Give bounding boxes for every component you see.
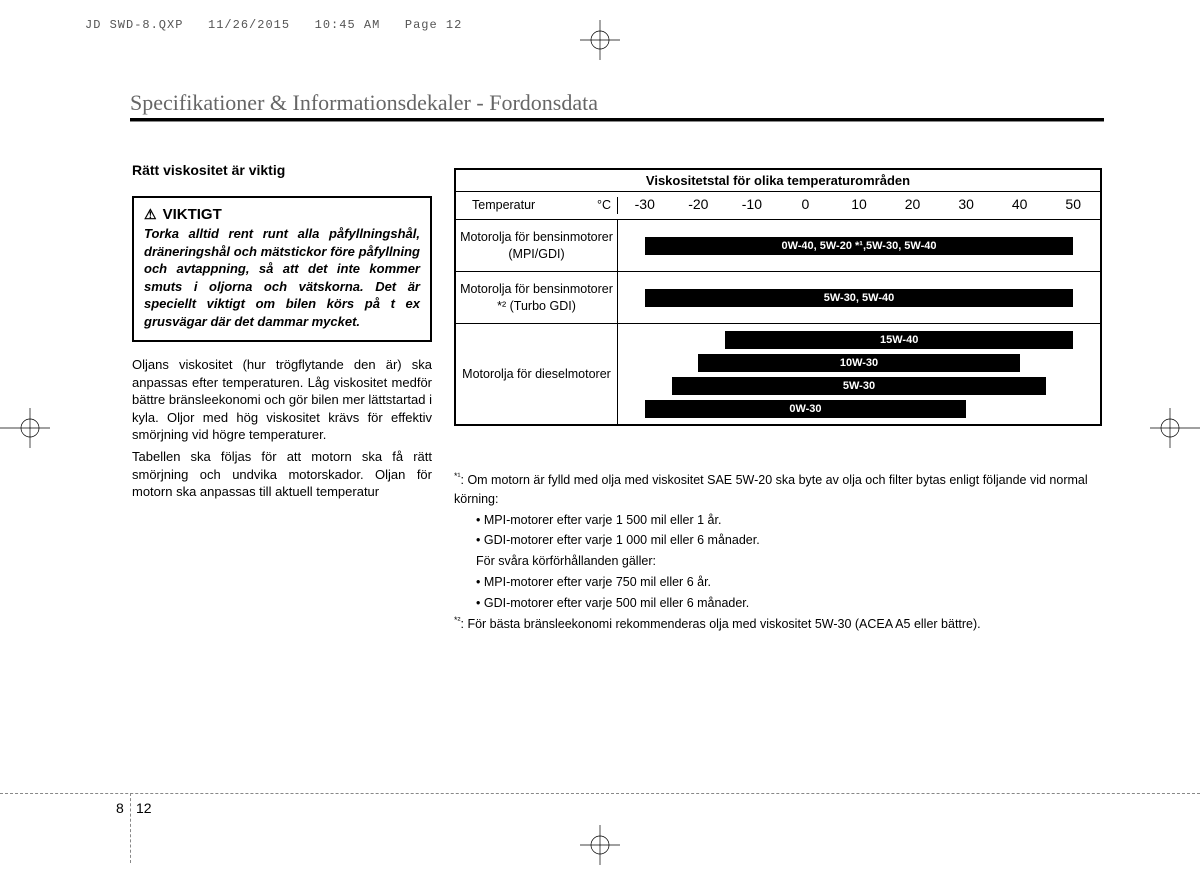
footnote1-sub: För svåra körförhållanden gäller: [454, 552, 1102, 571]
viscosity-bar: 0W-30 [645, 400, 966, 418]
paragraph-1: Oljans viskositet (hur trögflytande den … [132, 356, 432, 444]
viscosity-bar: 10W-30 [698, 354, 1019, 372]
temp-tick: -20 [688, 196, 708, 212]
header-file: JD SWD-8.QXP [85, 18, 183, 32]
temperature-row: Temperatur °C -30 -20 -10 0 10 20 30 40 50 [456, 192, 1100, 220]
temp-tick: 40 [1012, 196, 1028, 212]
temp-label: Temperatur [472, 197, 535, 213]
temp-tick: 20 [905, 196, 921, 212]
chart-bar-area: 0W-40, 5W-20 *¹,5W-30, 5W-40 [618, 220, 1100, 271]
temp-tick: 50 [1065, 196, 1081, 212]
footnote1-bullet2: GDI-motorer efter varje 1 000 mil eller … [454, 531, 1102, 550]
section-title: Specifikationer & Informationsdekaler - … [130, 90, 598, 120]
temp-tick: 0 [802, 196, 810, 212]
footnote1-bullet4: GDI-motorer efter varje 500 mil eller 6 … [454, 594, 1102, 613]
chart-bar-area: 15W-40 10W-30 5W-30 0W-30 [618, 324, 1100, 424]
temp-tick: -10 [742, 196, 762, 212]
crop-mark-left [0, 408, 50, 448]
section-number: 8 [116, 800, 124, 816]
chart-title: Viskositetstal för olika temperaturområd… [456, 170, 1100, 192]
viscosity-chart: Viskositetstal för olika temperaturområd… [454, 168, 1102, 426]
print-header: JD SWD-8.QXP 11/26/2015 10:45 AM Page 12 [85, 18, 462, 32]
header-time: 10:45 AM [315, 18, 381, 32]
footnotes: *¹: Om motorn är fylld med olja med visk… [454, 470, 1102, 636]
chart-row-label: Motorolja för dieselmotorer [456, 324, 618, 424]
viscosity-bar: 15W-40 [725, 331, 1073, 349]
footnote1-lead: : Om motorn är fylld med olja med viskos… [454, 473, 1088, 506]
chart-row: Motorolja för bensinmotorer *² (Turbo GD… [456, 272, 1100, 324]
chart-row-label: Motorolja för bensinmotorer (MPI/GDI) [456, 220, 618, 271]
viscosity-bar: 5W-30, 5W-40 [645, 289, 1073, 307]
warning-box: VIKTIGT Torka alltid rent runt alla påfy… [132, 196, 432, 342]
title-rule [130, 118, 1104, 122]
chart-row: Motorolja för dieselmotorer 15W-40 10W-30 5… [456, 324, 1100, 424]
temp-tick: 10 [851, 196, 867, 212]
paragraph-2: Tabellen ska följas för att motorn ska f… [132, 448, 432, 501]
crop-mark-bottom [580, 825, 620, 865]
footnote1-bullet3: MPI-motorer efter varje 750 mil eller 6 … [454, 573, 1102, 592]
page-rule-horizontal [0, 793, 1200, 794]
footnote2-text: : För bästa bränsleekonomi rekommenderas… [461, 618, 981, 632]
crop-mark-top [580, 20, 620, 60]
header-date: 11/26/2015 [208, 18, 290, 32]
page-rule-vertical [130, 793, 131, 863]
page-number: 12 [136, 800, 152, 816]
left-column: Rätt viskositet är viktig VIKTIGT Torka … [132, 162, 432, 505]
crop-mark-right [1150, 408, 1200, 448]
warning-body: Torka alltid rent runt alla påfyllningsh… [144, 225, 420, 330]
header-page: Page 12 [405, 18, 462, 32]
temp-unit: °C [597, 197, 611, 213]
temp-tick: 30 [958, 196, 974, 212]
temp-tick: -30 [635, 196, 655, 212]
chart-row: Motorolja för bensinmotorer (MPI/GDI) 0W-… [456, 220, 1100, 272]
warning-title: VIKTIGT [144, 206, 420, 223]
temperature-scale: -30 -20 -10 0 10 20 30 40 50 [618, 192, 1100, 219]
chart-bar-area: 5W-30, 5W-40 [618, 272, 1100, 323]
subheading: Rätt viskositet är viktig [132, 162, 432, 178]
chart-row-label: Motorolja för bensinmotorer *² (Turbo GD… [456, 272, 618, 323]
footnote1-bullet1: MPI-motorer efter varje 1 500 mil eller … [454, 511, 1102, 530]
viscosity-bar: 0W-40, 5W-20 *¹,5W-30, 5W-40 [645, 237, 1073, 255]
viscosity-bar: 5W-30 [672, 377, 1047, 395]
